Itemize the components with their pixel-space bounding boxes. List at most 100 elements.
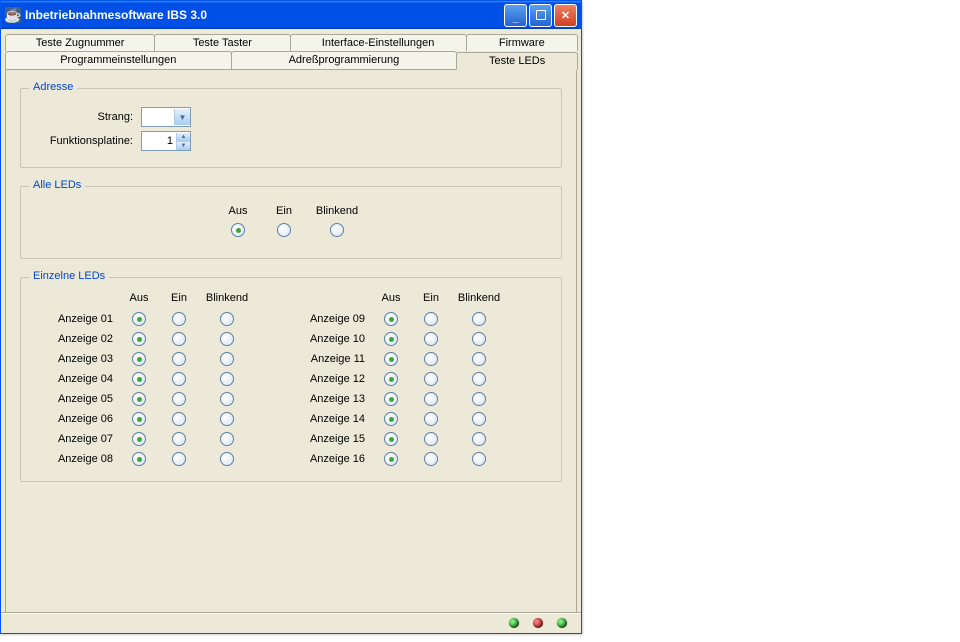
group-alle-leds: Alle LEDs Aus Ein Blinkend	[20, 186, 562, 259]
radio-r-7-1[interactable]	[424, 452, 438, 466]
radio-r-6-2[interactable]	[472, 432, 486, 446]
led-name: Anzeige 15	[285, 433, 371, 445]
radio-alle-blinkend[interactable]	[330, 223, 344, 237]
radio-r-2-0[interactable]	[384, 352, 398, 366]
minimize-button[interactable]: _	[504, 4, 527, 27]
radio-l-6-1[interactable]	[172, 432, 186, 446]
app-window: ☕ Inbetriebnahmesoftware IBS 3.0 _ ✕ Tes…	[0, 0, 582, 634]
led-name: Anzeige 04	[33, 373, 119, 385]
radio-alle-aus[interactable]	[231, 223, 245, 237]
led-name: Anzeige 13	[285, 393, 371, 405]
radio-r-6-1[interactable]	[424, 432, 438, 446]
col-ein: Ein	[261, 205, 307, 217]
spinner-up-icon[interactable]: ▲	[176, 133, 190, 142]
radio-l-7-0[interactable]	[132, 452, 146, 466]
legend-einzelne-leds: Einzelne LEDs	[29, 270, 109, 282]
radio-r-0-1[interactable]	[424, 312, 438, 326]
row-strang: Strang: ▼	[33, 107, 549, 127]
radio-l-3-2[interactable]	[220, 372, 234, 386]
led-row: Anzeige 01	[33, 312, 255, 326]
radio-l-1-0[interactable]	[132, 332, 146, 346]
row-funktionsplatine: Funktionsplatine: 1 ▲ ▼	[33, 131, 549, 151]
radio-r-4-2[interactable]	[472, 392, 486, 406]
radio-l-0-1[interactable]	[172, 312, 186, 326]
radio-l-5-0[interactable]	[132, 412, 146, 426]
led-row: Anzeige 05	[33, 392, 255, 406]
legend-alle-leds: Alle LEDs	[29, 179, 85, 191]
radio-r-1-0[interactable]	[384, 332, 398, 346]
led-name: Anzeige 11	[285, 353, 371, 365]
spinner-value: 1	[142, 135, 176, 147]
led-row: Anzeige 14	[285, 412, 507, 426]
radio-r-2-2[interactable]	[472, 352, 486, 366]
tab-interface-einstellungen[interactable]: Interface-Einstellungen	[290, 34, 467, 51]
led-name: Anzeige 03	[33, 353, 119, 365]
spinner-funktionsplatine[interactable]: 1 ▲ ▼	[141, 131, 191, 151]
close-button[interactable]: ✕	[554, 4, 577, 27]
tab-panel: Adresse Strang: ▼ Funktionsplatine: 1 ▲ …	[5, 69, 577, 613]
radio-l-4-2[interactable]	[220, 392, 234, 406]
radio-r-5-1[interactable]	[424, 412, 438, 426]
radio-l-1-2[interactable]	[220, 332, 234, 346]
radio-l-3-1[interactable]	[172, 372, 186, 386]
led-row: Anzeige 10	[285, 332, 507, 346]
titlebar[interactable]: ☕ Inbetriebnahmesoftware IBS 3.0 _ ✕	[1, 1, 581, 29]
radio-l-7-2[interactable]	[220, 452, 234, 466]
radio-l-2-1[interactable]	[172, 352, 186, 366]
radio-r-3-2[interactable]	[472, 372, 486, 386]
radio-r-6-0[interactable]	[384, 432, 398, 446]
col-aus-l: Aus	[119, 292, 159, 304]
window-buttons: _ ✕	[504, 4, 577, 27]
group-adresse: Adresse Strang: ▼ Funktionsplatine: 1 ▲ …	[20, 88, 562, 168]
radio-r-4-1[interactable]	[424, 392, 438, 406]
einzelne-left-col: Aus Ein Blinkend Anzeige 01Anzeige 02Anz…	[33, 292, 255, 469]
radio-l-2-2[interactable]	[220, 352, 234, 366]
spinner-down-icon[interactable]: ▼	[176, 142, 190, 150]
tab-programmeinstellungen[interactable]: Programmeinstellungen	[5, 51, 232, 69]
col-blinkend: Blinkend	[307, 205, 367, 217]
radio-r-7-0[interactable]	[384, 452, 398, 466]
radio-r-3-0[interactable]	[384, 372, 398, 386]
radio-r-3-1[interactable]	[424, 372, 438, 386]
led-name: Anzeige 14	[285, 413, 371, 425]
einzelne-columns: Aus Ein Blinkend Anzeige 01Anzeige 02Anz…	[33, 292, 549, 469]
status-led-1	[509, 618, 519, 628]
radio-l-6-2[interactable]	[220, 432, 234, 446]
tab-teste-leds[interactable]: Teste LEDs	[456, 52, 578, 70]
led-name: Anzeige 12	[285, 373, 371, 385]
radio-l-1-1[interactable]	[172, 332, 186, 346]
maximize-button[interactable]	[529, 4, 552, 27]
tab-row-1: Teste Zugnummer Teste Taster Interface-E…	[5, 33, 577, 50]
tab-teste-taster[interactable]: Teste Taster	[154, 34, 290, 51]
radio-l-4-1[interactable]	[172, 392, 186, 406]
radio-l-0-2[interactable]	[220, 312, 234, 326]
radio-l-2-0[interactable]	[132, 352, 146, 366]
led-name: Anzeige 07	[33, 433, 119, 445]
radio-l-7-1[interactable]	[172, 452, 186, 466]
radio-r-0-2[interactable]	[472, 312, 486, 326]
radio-r-1-1[interactable]	[424, 332, 438, 346]
radio-r-5-0[interactable]	[384, 412, 398, 426]
tab-adressprogrammierung[interactable]: Adreßprogrammierung	[231, 51, 458, 69]
radio-l-5-1[interactable]	[172, 412, 186, 426]
label-funktionsplatine: Funktionsplatine:	[33, 135, 133, 147]
radio-r-7-2[interactable]	[472, 452, 486, 466]
group-einzelne-leds: Einzelne LEDs Aus Ein Blinkend Anzeige 0…	[20, 277, 562, 482]
tab-firmware[interactable]: Firmware	[466, 34, 578, 51]
radio-alle-ein[interactable]	[277, 223, 291, 237]
radio-r-0-0[interactable]	[384, 312, 398, 326]
radio-l-0-0[interactable]	[132, 312, 146, 326]
tab-teste-zugnummer[interactable]: Teste Zugnummer	[5, 34, 155, 51]
radio-r-2-1[interactable]	[424, 352, 438, 366]
radio-r-1-2[interactable]	[472, 332, 486, 346]
radio-l-6-0[interactable]	[132, 432, 146, 446]
radio-l-5-2[interactable]	[220, 412, 234, 426]
alle-radio-row	[215, 223, 367, 237]
combo-strang[interactable]: ▼	[141, 107, 191, 127]
radio-r-4-0[interactable]	[384, 392, 398, 406]
radio-l-3-0[interactable]	[132, 372, 146, 386]
led-name: Anzeige 06	[33, 413, 119, 425]
radio-l-4-0[interactable]	[132, 392, 146, 406]
led-row: Anzeige 02	[33, 332, 255, 346]
radio-r-5-2[interactable]	[472, 412, 486, 426]
